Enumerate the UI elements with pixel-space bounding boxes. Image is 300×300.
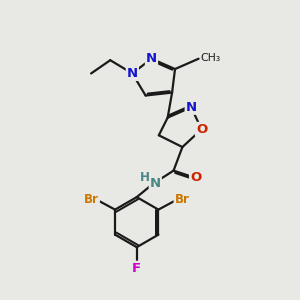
Text: CH₃: CH₃ (200, 53, 220, 63)
Text: O: O (190, 172, 201, 184)
Text: F: F (132, 262, 141, 275)
Text: Br: Br (175, 193, 189, 206)
Text: H: H (140, 172, 150, 184)
Text: N: N (186, 101, 197, 114)
Text: N: N (127, 67, 138, 80)
Text: O: O (196, 123, 207, 136)
Text: Br: Br (84, 193, 99, 206)
Text: N: N (146, 52, 157, 65)
Text: N: N (150, 177, 161, 190)
